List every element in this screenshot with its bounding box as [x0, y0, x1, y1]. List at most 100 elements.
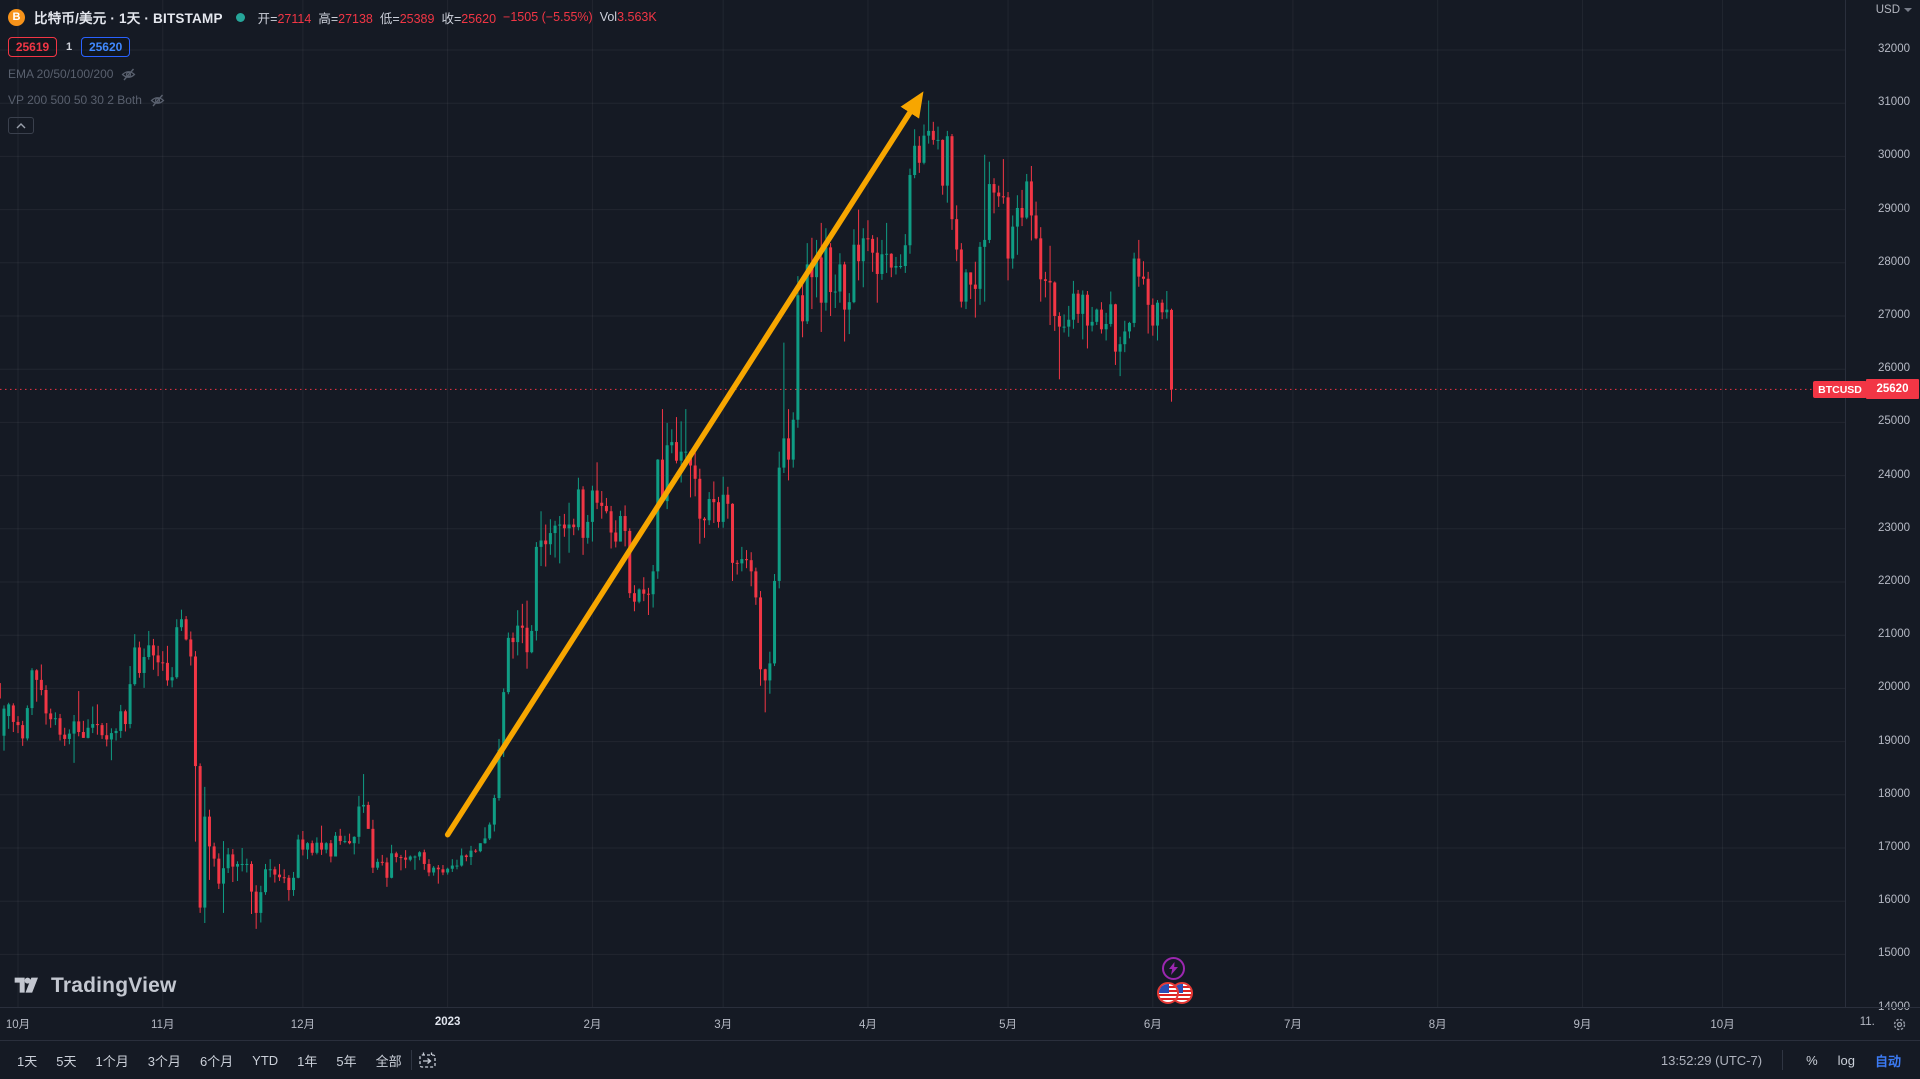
price-axis-label: 25000	[1878, 415, 1910, 428]
time-axis-label: 6月	[1143, 1019, 1162, 1031]
currency-selector[interactable]: USD	[1876, 4, 1912, 16]
crypto-event-icon[interactable]	[1162, 957, 1185, 980]
candlestick-series	[0, 100, 1173, 929]
ema-indicator-label[interactable]: EMA 20/50/100/200	[8, 67, 114, 81]
time-axis-label: 8月	[1428, 1019, 1447, 1031]
time-axis-label: 11.	[1859, 1016, 1875, 1028]
trend-arrow[interactable]	[444, 91, 924, 838]
us-economic-event-icon[interactable]	[1157, 982, 1179, 1004]
price-axis-label: 15000	[1878, 947, 1910, 960]
time-axis-label: 7月	[1283, 1019, 1302, 1031]
open-label: 开=	[257, 11, 278, 26]
vp-indicator-label[interactable]: VP 200 500 50 30 2 Both	[8, 93, 142, 107]
price-axis-label: 17000	[1878, 841, 1910, 853]
range-button-3个月[interactable]: 3个月	[147, 1053, 181, 1069]
tradingview-logo-text: TradingView	[51, 974, 177, 997]
price-axis-label: 22000	[1878, 575, 1910, 587]
axis-settings-corner[interactable]	[1878, 1007, 1920, 1040]
price-axis-label: 20000	[1878, 681, 1910, 694]
time-axis-label: 2月	[583, 1019, 602, 1031]
change-value: −1505 (−5.55%)	[503, 10, 593, 24]
chart-pane[interactable]: B 比特币/美元 · 1天 · BITSTAMP 开=27114 高=27138…	[0, 0, 1845, 1007]
low-label: 低=	[379, 11, 400, 26]
price-axis-label: 29000	[1878, 202, 1910, 215]
toolbar-divider	[410, 1050, 412, 1070]
range-button-5年[interactable]: 5年	[336, 1053, 357, 1069]
bottom-toolbar: 1天 5天 1个月 3个月 6个月 YTD 1年 5年 全部 13:52:29 (UTC-7) …	[0, 1040, 1920, 1079]
range-button-YTD[interactable]: YTD	[252, 1052, 279, 1068]
close-value: 25620	[461, 11, 497, 26]
range-button-1个月[interactable]: 1个月	[95, 1053, 129, 1069]
spread-value: 1	[66, 41, 73, 53]
volume-value: 3.563K	[617, 10, 657, 24]
auto-scale-button[interactable]: 自动	[1874, 1053, 1901, 1069]
clock-display[interactable]: 13:52:29 (UTC-7)	[1660, 1052, 1763, 1068]
price-axis-label: 30000	[1878, 149, 1910, 162]
market-status-icon[interactable]	[235, 12, 245, 22]
close-label: 收=	[441, 11, 462, 26]
tradingview-logo[interactable]: TradingView	[13, 974, 177, 998]
ohlc-values: 开=27114 高=27138 低=25389 收=25620 −1505 (−…	[258, 8, 657, 27]
range-button-1天[interactable]: 1天	[17, 1053, 38, 1069]
price-axis-label: 26000	[1878, 362, 1910, 375]
grid-lines	[0, 0, 1845, 1007]
range-selector: 1天 5天 1个月 3个月 6个月 YTD 1年 5年 全部	[14, 1049, 405, 1072]
price-axis-label: 32000	[1878, 43, 1910, 55]
us-flag-icon	[1159, 984, 1169, 993]
price-chart-svg[interactable]	[0, 0, 1845, 1007]
chart-legend: B 比特币/美元 · 1天 · BITSTAMP 开=27114 高=27138…	[8, 6, 657, 134]
go-to-date-icon[interactable]	[418, 1051, 437, 1069]
price-line-symbol-tag: BTCUSD	[1813, 381, 1867, 398]
time-axis-label: 9月	[1573, 1019, 1592, 1031]
buy-button[interactable]: 25620	[81, 37, 131, 57]
price-axis-label: 27000	[1878, 309, 1910, 321]
price-axis-label: 16000	[1878, 894, 1910, 907]
ema-indicator-row[interactable]: EMA 20/50/100/200	[8, 65, 657, 83]
range-button-1年[interactable]: 1年	[297, 1053, 318, 1069]
price-axis-label: 21000	[1878, 628, 1910, 641]
volume-label: Vol	[599, 10, 618, 24]
price-axis-label: 28000	[1878, 255, 1910, 268]
time-axis-label: 3月	[714, 1019, 733, 1031]
price-axis-label: 23000	[1878, 521, 1910, 534]
last-price-tag: 25620	[1866, 379, 1919, 399]
low-value: 25389	[399, 11, 435, 26]
time-axis-label: 11月	[151, 1019, 175, 1031]
time-axis-label: 5月	[999, 1019, 1017, 1031]
hidden-eye-icon[interactable]	[121, 67, 136, 82]
time-axis[interactable]: 10月 11月 12月 2023 2月 3月 4月 5月 6月 7月 8月 9月 10月 11.	[0, 1007, 1878, 1040]
range-button-5天[interactable]: 5天	[56, 1053, 77, 1069]
legend-collapse-button[interactable]	[8, 117, 34, 134]
time-axis-label: 10月	[5, 1019, 31, 1031]
time-axis-label: 10月	[1710, 1019, 1735, 1031]
gear-icon[interactable]	[1891, 1016, 1908, 1033]
chevron-down-icon	[1904, 8, 1912, 12]
open-value: 27114	[277, 11, 312, 26]
price-axis-label: 14000	[1878, 1000, 1910, 1013]
price-axis-label: 31000	[1878, 96, 1910, 109]
price-axis-label: 19000	[1878, 734, 1910, 747]
toolbar-divider	[1782, 1050, 1784, 1070]
price-axis-label: 18000	[1878, 787, 1910, 800]
currency-label: USD	[1875, 4, 1900, 16]
high-label: 高=	[318, 11, 339, 26]
tradingview-logo-icon	[14, 977, 38, 993]
time-axis-label: 2023	[434, 1016, 461, 1028]
lightning-icon	[1169, 962, 1178, 975]
sell-button[interactable]: 25619	[8, 37, 57, 57]
bitcoin-icon: B	[8, 8, 25, 26]
hidden-eye-icon[interactable]	[150, 93, 165, 108]
time-axis-label: 12月	[290, 1019, 316, 1031]
time-axis-label: 4月	[858, 1019, 877, 1031]
high-value: 27138	[338, 11, 373, 26]
price-axis-label: 24000	[1878, 468, 1910, 481]
log-scale-button[interactable]: log	[1837, 1052, 1855, 1068]
price-axis[interactable]: USD 32000 31000 30000 29000 28000 27000 26000 2…	[1845, 0, 1920, 1013]
percent-scale-button[interactable]: %	[1806, 1052, 1818, 1068]
range-button-6个月[interactable]: 6个月	[199, 1053, 234, 1069]
range-button-全部[interactable]: 全部	[375, 1053, 402, 1069]
vp-indicator-row[interactable]: VP 200 500 50 30 2 Both	[8, 91, 657, 109]
chevron-up-icon	[16, 122, 26, 128]
symbol-title[interactable]: 比特币/美元 · 1天 · BITSTAMP	[34, 11, 223, 26]
